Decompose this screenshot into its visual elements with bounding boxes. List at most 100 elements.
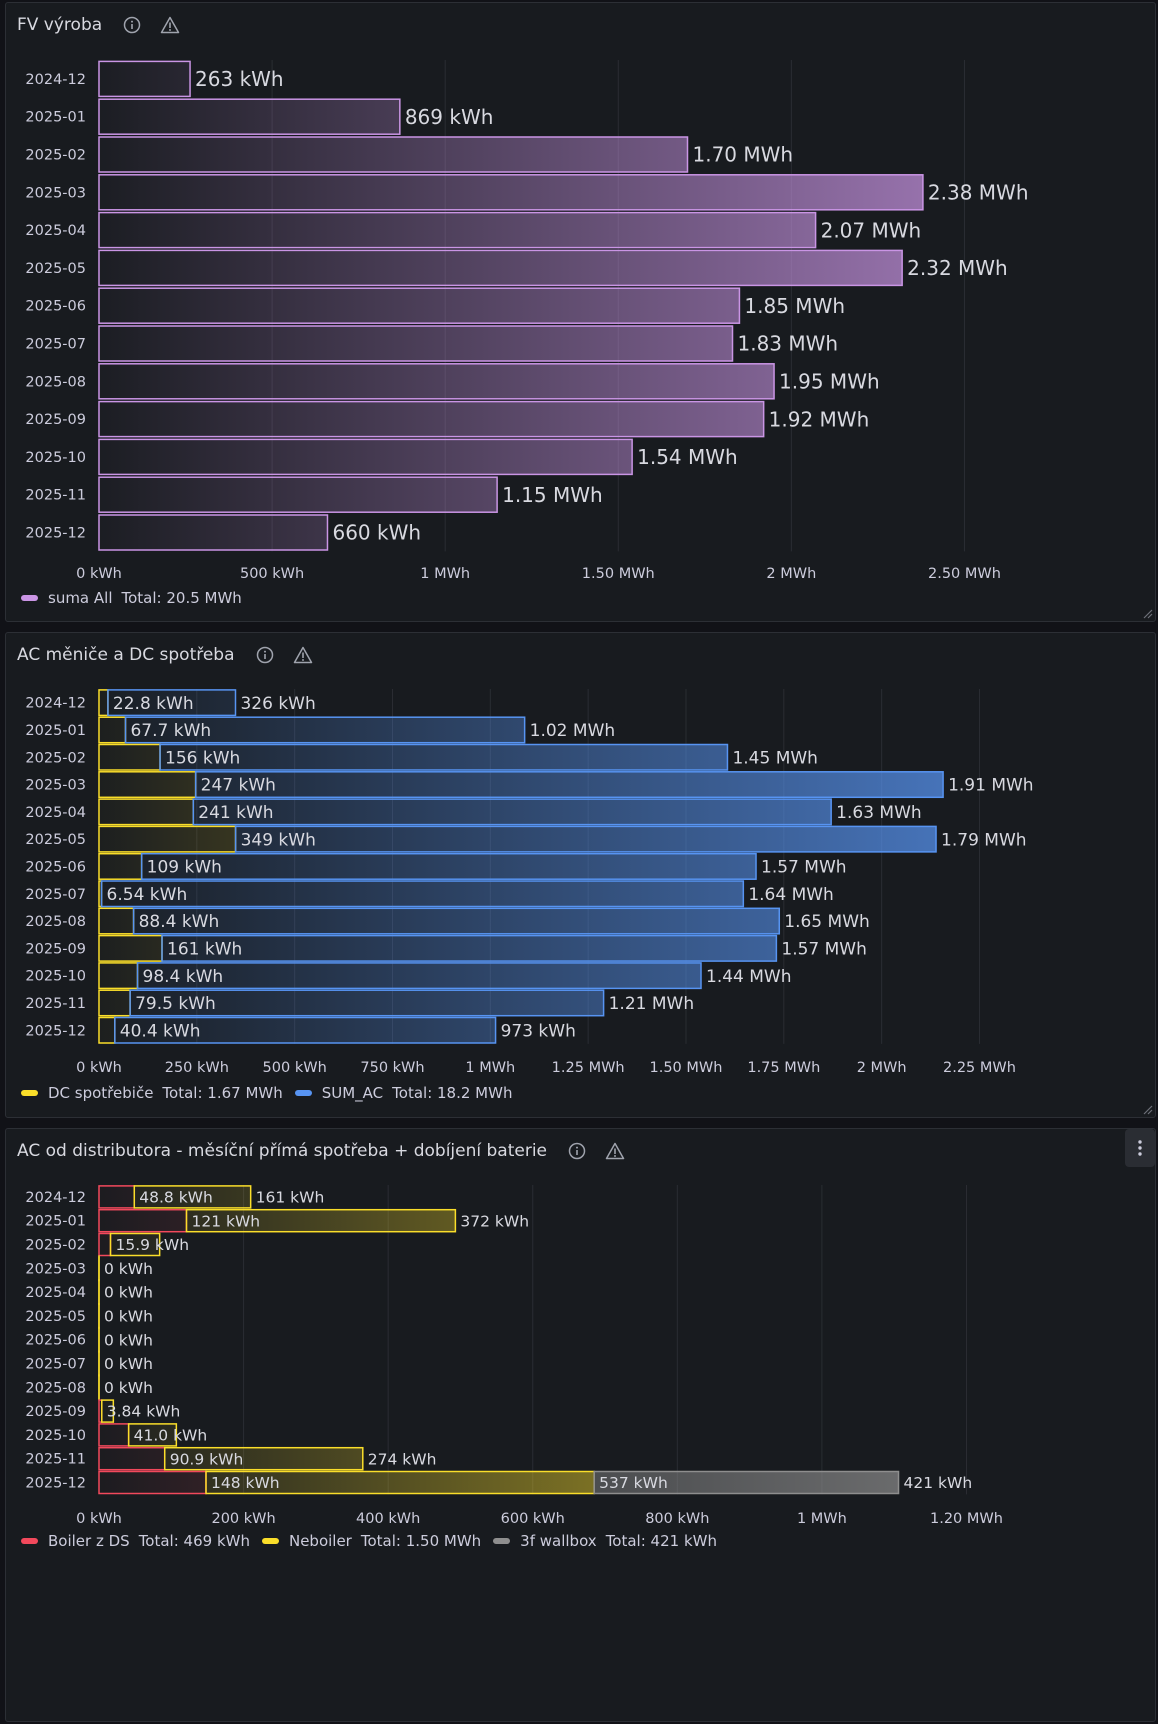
legend-series-name[interactable]: 3f wallbox — [520, 1532, 597, 1550]
panel-header: AC měniče a DC spotřeba — [17, 645, 331, 665]
bar[interactable] — [98, 325, 734, 362]
bar[interactable] — [140, 852, 757, 880]
category-label: 2025-12 — [25, 526, 86, 542]
bar[interactable] — [163, 1446, 364, 1471]
legend-swatch[interactable] — [21, 595, 38, 601]
bar[interactable] — [161, 934, 778, 962]
bar[interactable] — [98, 798, 195, 826]
bar[interactable] — [98, 174, 924, 211]
legend-swatch[interactable] — [493, 1538, 511, 1544]
bar[interactable] — [98, 438, 633, 476]
bar[interactable] — [114, 1016, 497, 1044]
bar[interactable] — [100, 880, 745, 908]
data-label: 1.79 MWh — [941, 830, 1027, 850]
bar[interactable] — [124, 716, 526, 744]
info-icon[interactable] — [255, 645, 275, 665]
bar[interactable] — [98, 400, 765, 438]
legend-series-name[interactable]: Boiler z DS — [48, 1532, 130, 1550]
bar[interactable] — [133, 1185, 252, 1209]
bar[interactable] — [98, 716, 127, 744]
resize-handle[interactable] — [1141, 607, 1153, 619]
bar[interactable] — [192, 798, 832, 826]
category-label: 2025-04 — [25, 223, 86, 239]
bar[interactable] — [98, 825, 237, 853]
x-tick-label: 200 kWh — [211, 1511, 275, 1527]
bar[interactable] — [98, 1232, 112, 1257]
legend: Boiler z DS Total: 469 kWh Neboiler Total: … — [21, 1532, 729, 1550]
legend-swatch[interactable] — [21, 1090, 38, 1096]
warning-icon[interactable] — [293, 645, 313, 665]
x-tick-label: 2.50 MWh — [928, 566, 1001, 582]
data-label: 1.15 MWh — [502, 483, 603, 507]
bar[interactable] — [136, 962, 702, 990]
bar[interactable] — [98, 962, 139, 990]
bar[interactable] — [98, 98, 401, 135]
data-label: 1.91 MWh — [948, 776, 1034, 796]
bar[interactable] — [98, 60, 191, 98]
bar[interactable] — [98, 363, 775, 400]
bar[interactable] — [159, 743, 729, 771]
bar[interactable] — [98, 1208, 188, 1233]
warning-icon[interactable] — [160, 15, 180, 35]
category-label: 2025-10 — [25, 450, 86, 466]
bar[interactable] — [129, 989, 605, 1017]
category-label: 2025-10 — [25, 1428, 86, 1444]
bar[interactable] — [98, 287, 741, 324]
x-tick-label: 1 MWh — [420, 566, 470, 582]
bar[interactable] — [98, 934, 163, 962]
data-label: 421 kWh — [904, 1474, 973, 1492]
bar[interactable] — [127, 1423, 178, 1447]
data-label: 156 kWh — [165, 748, 240, 768]
category-label: 2025-05 — [25, 832, 86, 848]
bar[interactable] — [109, 1232, 161, 1257]
bar[interactable] — [132, 907, 781, 935]
bar[interactable] — [98, 514, 329, 551]
bar[interactable] — [98, 1446, 166, 1471]
category-label: 2025-11 — [25, 1452, 86, 1468]
bar[interactable] — [98, 136, 689, 173]
bar[interactable] — [101, 1399, 115, 1423]
bar[interactable] — [98, 1470, 207, 1495]
bar[interactable] — [98, 1423, 130, 1447]
bar[interactable] — [98, 852, 143, 880]
x-tick-label: 0 kWh — [76, 1060, 122, 1076]
bar[interactable] — [185, 1208, 457, 1233]
bar[interactable] — [98, 211, 817, 249]
legend: DC spotřebiče Total: 1.67 MWh SUM_AC Total:… — [21, 1084, 524, 1102]
legend-series-name[interactable]: suma All — [48, 589, 113, 607]
category-label: 2025-12 — [25, 1023, 86, 1039]
resize-handle[interactable] — [1141, 1103, 1153, 1115]
data-label: 326 kWh — [240, 694, 315, 714]
x-tick-label: 2 MWh — [857, 1060, 907, 1076]
legend-total: Total: 1.67 MWh — [162, 1084, 283, 1102]
bar[interactable] — [98, 743, 161, 771]
legend-series-name[interactable]: Neboiler — [288, 1532, 352, 1550]
data-label: 1.83 MWh — [738, 332, 839, 356]
data-label: 148 kWh — [211, 1474, 280, 1492]
bar[interactable] — [98, 249, 903, 287]
x-tick-label: 2 MWh — [766, 566, 816, 582]
info-icon[interactable] — [122, 15, 142, 35]
legend-swatch[interactable] — [21, 1538, 38, 1544]
bar[interactable] — [98, 476, 498, 513]
bar[interactable] — [234, 825, 937, 853]
warning-icon[interactable] — [605, 1141, 625, 1161]
info-icon[interactable] — [567, 1141, 587, 1161]
bar[interactable] — [98, 1016, 116, 1044]
bar[interactable] — [98, 1185, 136, 1209]
data-label: 247 kWh — [201, 776, 276, 796]
bar[interactable] — [98, 907, 135, 935]
legend-series-name[interactable]: DC spotřebiče — [48, 1084, 154, 1102]
panel-header: AC od distributora - měsíční přímá spotř… — [17, 1141, 643, 1161]
data-label: 121 kWh — [191, 1212, 260, 1230]
bar[interactable] — [98, 689, 109, 717]
bar[interactable] — [98, 771, 197, 799]
bar[interactable] — [593, 1470, 900, 1495]
bar[interactable] — [194, 771, 944, 799]
bar[interactable] — [98, 989, 131, 1017]
legend-series-name[interactable]: SUM_AC — [321, 1084, 384, 1102]
bar[interactable] — [107, 689, 237, 717]
legend-swatch[interactable] — [294, 1090, 312, 1096]
legend-swatch[interactable] — [261, 1538, 279, 1544]
panel-menu-button[interactable] — [1125, 1129, 1155, 1167]
